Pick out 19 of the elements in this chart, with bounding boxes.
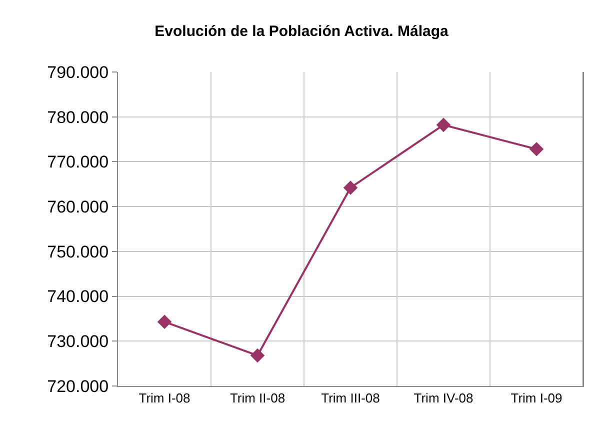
y-tick-label: 750.000 [47, 242, 109, 262]
x-tick-label: Trim I-09 [510, 390, 562, 406]
x-tick-label: Trim II-08 [230, 390, 286, 406]
y-tick-label: 760.000 [47, 198, 109, 217]
y-tick-label: 730.000 [47, 332, 109, 352]
point [343, 180, 358, 195]
point [529, 142, 544, 156]
y-tick-label: 740.000 [47, 287, 109, 306]
point [436, 118, 451, 132]
y-tick-label: 780.000 [47, 108, 109, 127]
x-tick-label: Trim III-08 [321, 390, 380, 406]
point [157, 314, 172, 329]
x-tick-label: Trim I-08 [138, 390, 190, 406]
y-tick-label: 770.000 [47, 152, 109, 172]
chart-title: Evolución de la Población Activa. Málaga [154, 23, 449, 40]
y-tick-label: 790.000 [47, 62, 109, 82]
y-tick-label: 720.000 [47, 376, 109, 396]
x-tick-label: Trim IV-08 [414, 390, 474, 406]
point [250, 348, 265, 363]
